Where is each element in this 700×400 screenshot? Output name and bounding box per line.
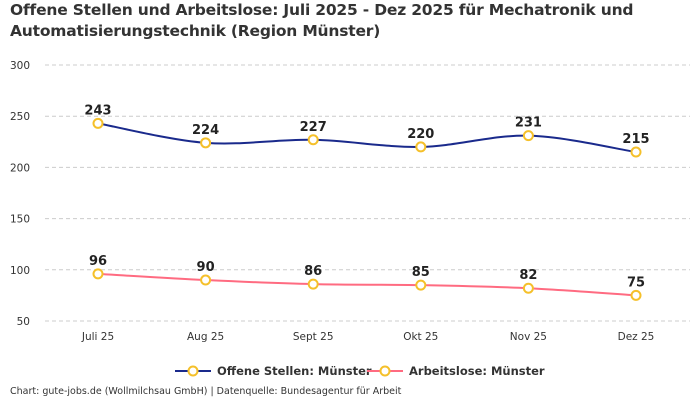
data-point [92, 268, 104, 280]
chart-title: Offene Stellen und Arbeitslose: Juli 202… [10, 1, 634, 40]
data-point [307, 278, 319, 290]
y-tick-label: 50 [17, 316, 30, 328]
data-label: 82 [519, 268, 537, 283]
y-tick-label: 250 [10, 111, 30, 123]
y-tick-label: 200 [10, 162, 30, 174]
x-tick-label: Juli 25 [81, 331, 114, 343]
y-tick-label: 150 [10, 214, 30, 226]
chart-credit: Chart: gute-jobs.de (Wollmilchsau GmbH) … [10, 386, 402, 397]
data-label: 231 [515, 116, 542, 131]
data-point [415, 279, 427, 291]
data-point [630, 289, 642, 301]
y-tick-label: 300 [10, 60, 30, 72]
data-point [415, 141, 427, 153]
legend-marker [379, 365, 391, 377]
data-point [92, 117, 104, 129]
data-label: 86 [304, 264, 322, 279]
data-point [630, 146, 642, 158]
legend-label: Arbeitslose: Münster [409, 364, 545, 378]
x-tick-label: Aug 25 [187, 331, 224, 343]
legend-label: Offene Stellen: Münster [217, 364, 372, 378]
x-tick-label: Nov 25 [510, 331, 547, 343]
data-label: 227 [300, 120, 327, 135]
legend-marker [187, 365, 199, 377]
data-point [307, 134, 319, 146]
y-tick-label: 100 [10, 265, 30, 277]
data-label: 243 [84, 103, 111, 118]
data-label: 224 [192, 123, 219, 138]
data-point [522, 130, 534, 142]
data-point [200, 274, 212, 286]
data-label: 96 [89, 254, 107, 269]
data-label: 90 [197, 260, 215, 275]
x-tick-label: Okt 25 [403, 331, 438, 343]
data-label: 85 [412, 265, 430, 280]
series-line-0 [97, 122, 637, 154]
series-line-1 [97, 272, 637, 297]
data-label: 220 [407, 127, 434, 142]
data-point [522, 282, 534, 294]
data-label: 215 [622, 132, 649, 147]
x-tick-label: Sept 25 [293, 331, 334, 343]
x-tick-label: Dez 25 [618, 331, 655, 343]
data-label: 75 [627, 275, 645, 290]
data-point [200, 137, 212, 149]
